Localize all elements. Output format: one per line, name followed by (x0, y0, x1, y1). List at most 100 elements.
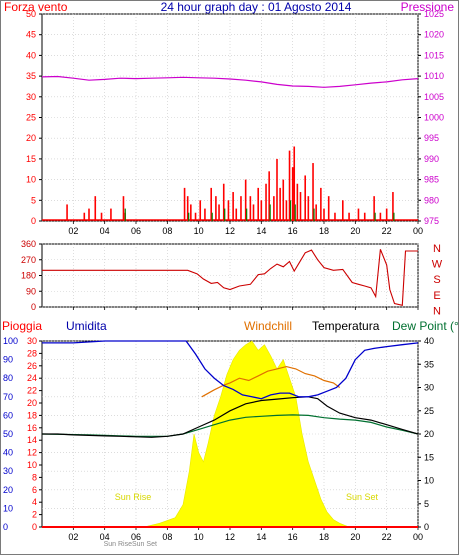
chart-title: 24 hour graph day : 01 Agosto 2014 (161, 0, 352, 14)
wind-tick-label-30: 30 (26, 92, 36, 102)
wind-tick-label-35: 35 (26, 71, 36, 81)
rain-tick-label-22: 22 (27, 386, 37, 396)
x-tick-label-00: 00 (413, 532, 423, 542)
sunrise-label: Sun Rise (115, 492, 152, 502)
x-tick-label-06: 06 (131, 532, 141, 542)
wind-tick-label-25: 25 (26, 113, 36, 123)
x-tick-label-16: 16 (288, 532, 298, 542)
pressure-tick-label-990: 990 (424, 154, 439, 164)
rain-tick-label-8: 8 (32, 472, 37, 482)
x-tick-label-14: 14 (256, 532, 266, 542)
rain-tick-label-0: 0 (32, 522, 37, 532)
wind-tick-label-40: 40 (26, 50, 36, 60)
pressure-tick-label-1000: 1000 (424, 113, 444, 123)
rain-axis-title: Pioggia (2, 319, 42, 333)
solar-area (143, 340, 350, 528)
pressure-tick-label-985: 985 (424, 175, 439, 185)
sunset-tick-label: Sun Set (132, 541, 157, 548)
windchill-line (201, 365, 341, 398)
rain-tick-label-30: 30 (27, 336, 37, 346)
direction-tick-label-0: 0 (31, 302, 36, 312)
humidity-tick-label-60: 60 (3, 410, 13, 420)
dewpoint-legend-label: Dew Point (°C (392, 319, 459, 333)
x-tick-label-22: 22 (382, 226, 392, 236)
x-tick-label-04: 04 (100, 532, 110, 542)
wind-tick-label-10: 10 (26, 175, 36, 185)
x-tick-label-20: 20 (350, 226, 360, 236)
humidity-tick-label-0: 0 (3, 522, 8, 532)
x-tick-label-20: 20 (350, 532, 360, 542)
wind-tick-label-0: 0 (31, 216, 36, 226)
compass-label-E: E (433, 290, 440, 302)
humidity-temperature-panel: 0102030405060708090100024681012141618202… (3, 336, 434, 548)
rain-tick-label-28: 28 (27, 348, 37, 358)
wind-tick-label-5: 5 (31, 195, 36, 205)
direction-line (42, 249, 418, 306)
humidity-tick-label-100: 100 (3, 336, 18, 346)
pressure-axis-title: Pressione (401, 0, 455, 14)
temperature-tick-label-10: 10 (424, 476, 434, 486)
rain-tick-label-20: 20 (27, 398, 37, 408)
pressure-tick-label-1010: 1010 (424, 71, 444, 81)
temperature-tick-label-5: 5 (424, 499, 429, 509)
wind-axis-title: Forza vento (4, 0, 68, 14)
rain-tick-label-2: 2 (32, 510, 37, 520)
direction-tick-label-180: 180 (21, 271, 36, 281)
humidity-tick-label-40: 40 (3, 448, 13, 458)
rain-tick-label-18: 18 (27, 410, 37, 420)
x-tick-label-16: 16 (288, 226, 298, 236)
x-tick-label-02: 02 (68, 226, 78, 236)
pressure-tick-label-1015: 1015 (424, 50, 444, 60)
compass-label-N: N (433, 305, 441, 317)
wind-tick-label-15: 15 (26, 154, 36, 164)
direction-tick-label-360: 360 (21, 239, 36, 249)
x-tick-label-14: 14 (256, 226, 266, 236)
rain-tick-label-6: 6 (32, 485, 37, 495)
pressure-line (41, 75, 419, 88)
humidity-tick-label-20: 20 (3, 485, 13, 495)
direction-tick-label-90: 90 (26, 286, 36, 296)
pressure-tick-label-995: 995 (424, 133, 439, 143)
pressure-tick-label-975: 975 (424, 216, 439, 226)
x-tick-label-06: 06 (131, 226, 141, 236)
humidity-line (42, 340, 419, 400)
x-tick-label-10: 10 (194, 532, 204, 542)
x-tick-label-08: 08 (162, 226, 172, 236)
sunset-label: Sun Set (346, 492, 379, 502)
temperature-tick-label-20: 20 (424, 429, 434, 439)
rain-tick-label-26: 26 (27, 361, 37, 371)
x-tick-label-18: 18 (319, 532, 329, 542)
compass-label-N: N (433, 243, 441, 255)
humidity-tick-label-90: 90 (3, 355, 13, 365)
wind-plot-frame (41, 13, 419, 222)
direction-tick-label-270: 270 (21, 255, 36, 265)
rain-tick-label-12: 12 (27, 448, 37, 458)
sunrise-tick-label: Sun Rise (104, 541, 133, 548)
humidity-tick-label-70: 70 (3, 392, 13, 402)
compass-label-W: W (432, 259, 443, 271)
temperature-tick-label-30: 30 (424, 383, 434, 393)
x-tick-label-12: 12 (225, 532, 235, 542)
humidity-tick-label-80: 80 (3, 373, 13, 383)
wind-pressure-panel: 0510152025303540455097598098599099510001… (26, 9, 444, 236)
temperature-tick-label-25: 25 (424, 406, 434, 416)
wind-tick-label-50: 50 (26, 9, 36, 19)
rain-tick-label-14: 14 (27, 435, 37, 445)
x-tick-label-22: 22 (382, 532, 392, 542)
x-tick-label-08: 08 (162, 532, 172, 542)
x-tick-label-04: 04 (100, 226, 110, 236)
x-tick-label-00: 00 (413, 226, 423, 236)
temperature-line (42, 396, 419, 438)
x-tick-label-02: 02 (68, 532, 78, 542)
pressure-tick-label-1005: 1005 (424, 92, 444, 102)
rain-tick-label-4: 4 (32, 497, 37, 507)
rain-tick-label-24: 24 (27, 373, 37, 383)
pressure-tick-label-1025: 1025 (424, 9, 444, 19)
rain-tick-label-16: 16 (27, 423, 37, 433)
pressure-tick-label-1020: 1020 (424, 30, 444, 40)
wind-tick-label-45: 45 (26, 30, 36, 40)
x-tick-label-12: 12 (225, 226, 235, 236)
